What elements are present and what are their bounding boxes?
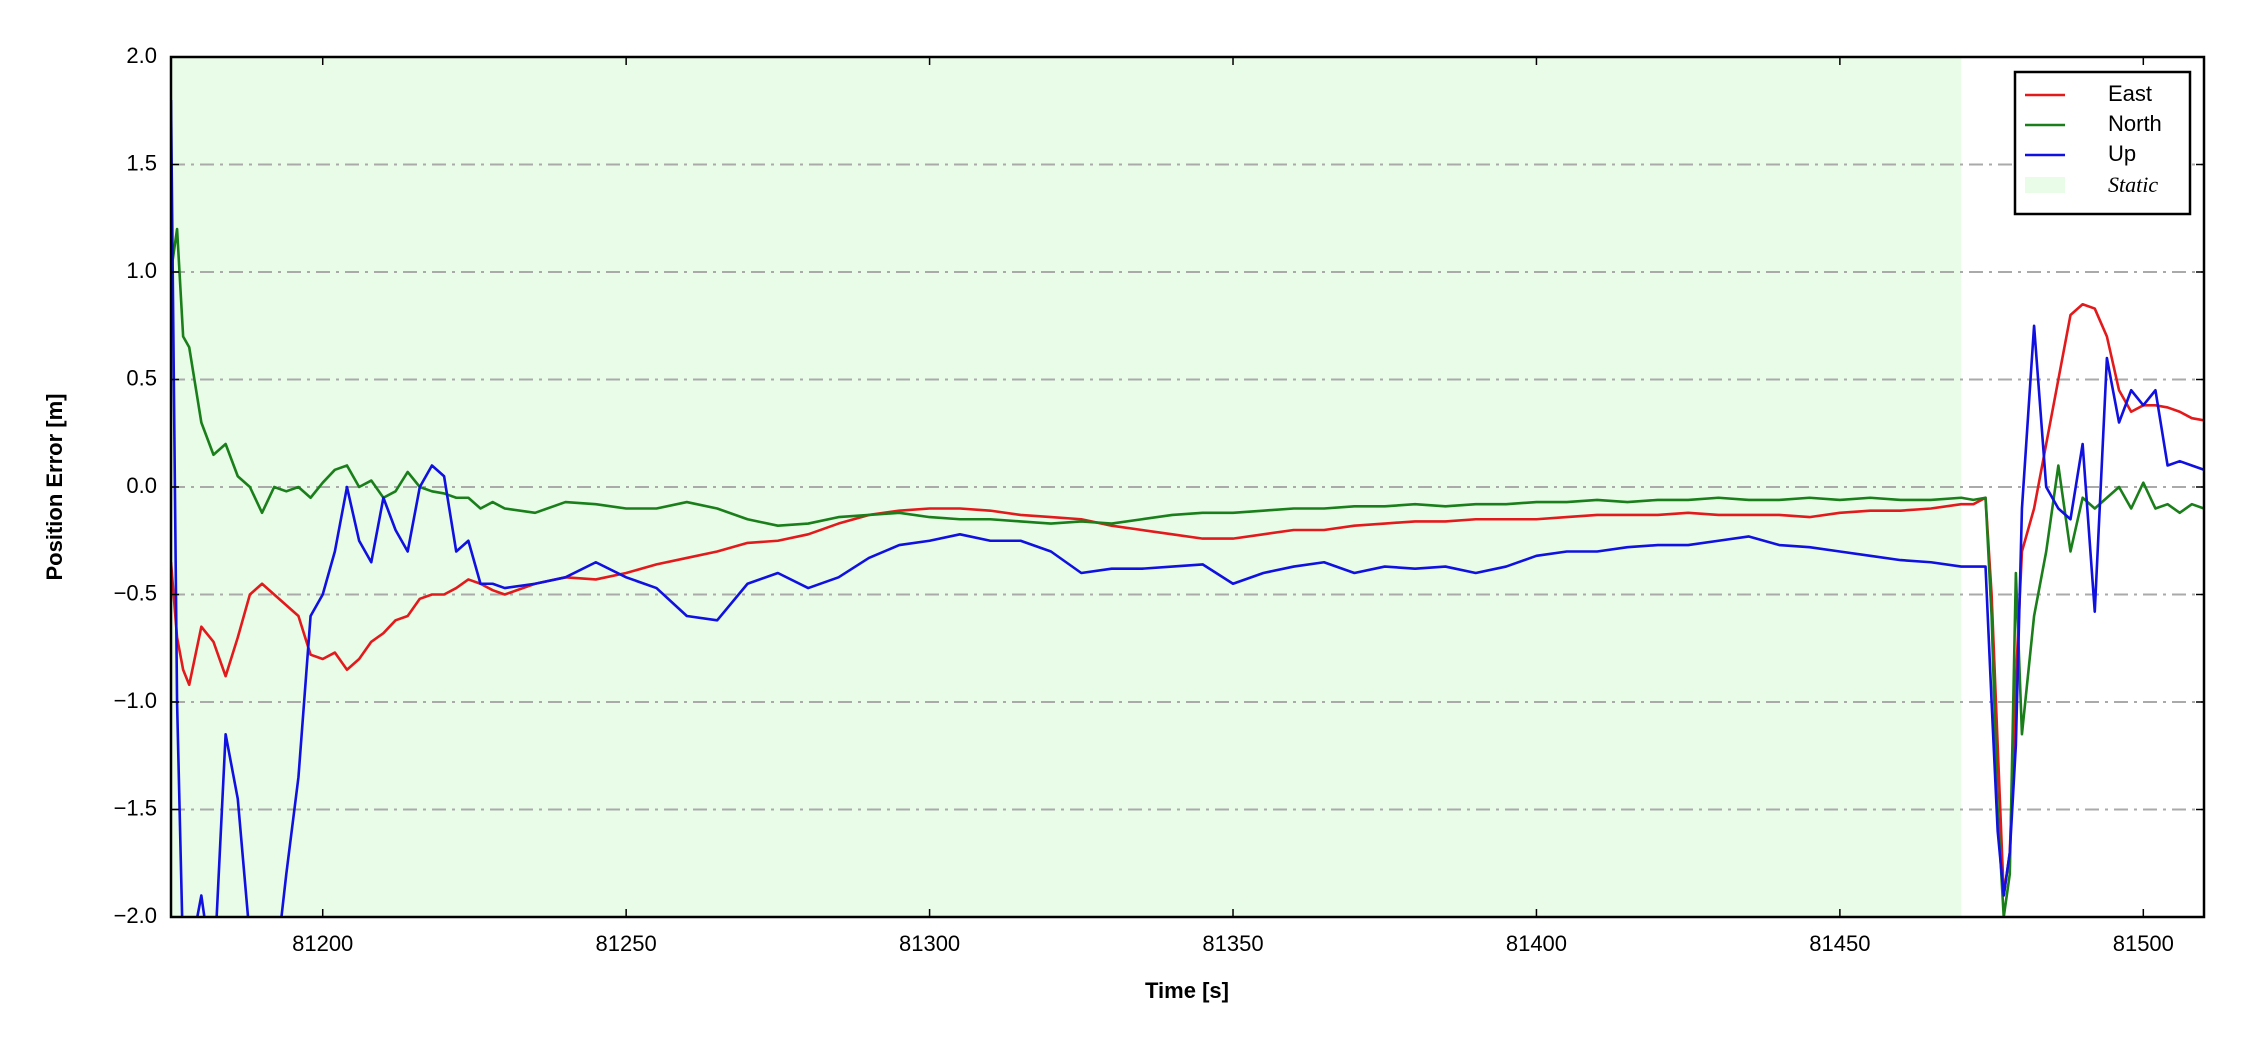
- y-axis-label: Position Error [m]: [42, 393, 67, 580]
- y-tick-label: 0.5: [126, 365, 157, 390]
- y-tick-label: 0.0: [126, 473, 157, 498]
- legend-label: Up: [2108, 141, 2136, 166]
- plot-frame: [169, 55, 2206, 919]
- data-line: [171, 227, 2204, 917]
- x-axis-label: Time [s]: [1145, 978, 1229, 1003]
- x-tick-label: 81400: [1506, 931, 1567, 956]
- y-tick-label: 1.5: [126, 150, 157, 175]
- y-tick-label: 2.0: [126, 43, 157, 68]
- y-tick-label: −0.5: [114, 580, 157, 605]
- y-tick-label: 1.0: [126, 258, 157, 283]
- x-tick-label: 81500: [2113, 931, 2174, 956]
- y-tick-label: −1.5: [114, 795, 157, 820]
- x-tick-label: 81450: [1809, 931, 1870, 956]
- x-tick-label: 81300: [899, 931, 960, 956]
- x-tick-label: 81200: [292, 931, 353, 956]
- legend-label: North: [2108, 111, 2162, 136]
- legend-swatch: [2025, 177, 2065, 193]
- data-line: [171, 99, 2204, 917]
- y-tick-label: −1.0: [114, 688, 157, 713]
- legend-label: Static: [2108, 172, 2158, 197]
- y-tick-label: −2.0: [114, 903, 157, 928]
- x-tick-label: 81350: [1202, 931, 1263, 956]
- legend: East North Up Static: [2013, 70, 2192, 216]
- x-tick-label: 81250: [596, 931, 657, 956]
- legend-label: East: [2108, 81, 2152, 106]
